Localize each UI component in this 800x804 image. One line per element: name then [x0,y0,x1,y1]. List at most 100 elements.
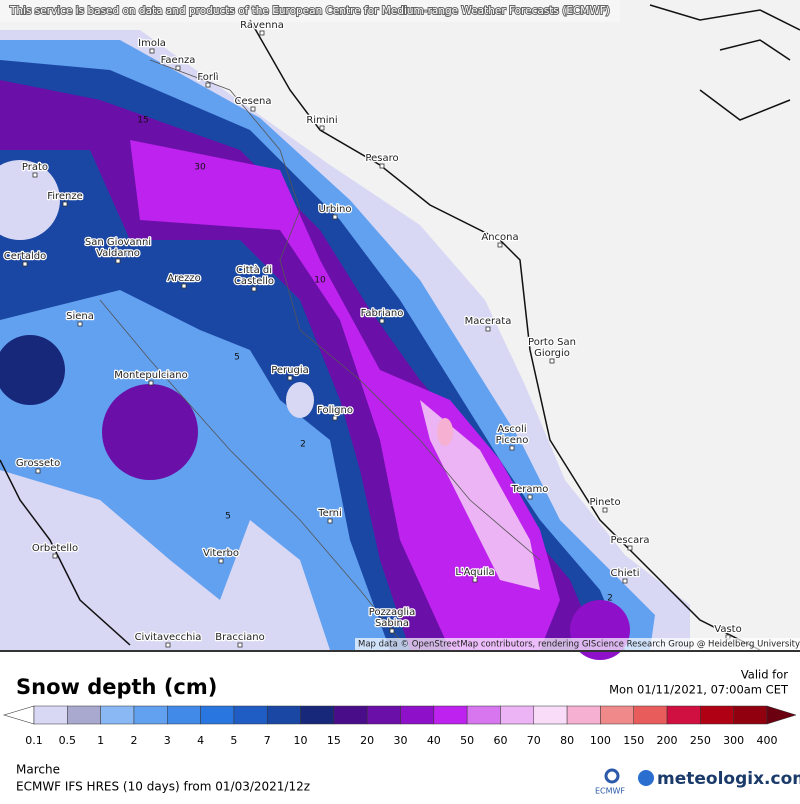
legend-swatch [366,705,401,725]
legend-swatch [300,705,335,725]
city-dot [389,628,395,634]
city-dot [622,578,628,584]
city-label: Foligno [317,405,353,416]
contour-labels: 30 15 10 5 2 5 2 [137,116,613,604]
city-label: Faenza [161,55,196,66]
legend-swatch [666,705,701,725]
city-label: Viterbo [203,548,239,559]
city-dot [32,172,38,178]
city-label: Terni [317,508,342,519]
legend-arrow [2,705,35,725]
contour-label: 2 [607,594,613,604]
city-label: Urbino [318,204,351,215]
legend-swatch [33,705,68,725]
city-dot [218,558,224,564]
city-label: Piceno [496,435,529,446]
city-label: Macerata [465,316,512,327]
city-dot [549,358,555,364]
city-dot [379,318,385,324]
city-dot [115,258,121,264]
city-label: Forlì [197,71,218,83]
legend-label: 80 [560,734,574,747]
city-label: Valdarno [96,248,140,259]
city-dot [485,326,491,332]
city-label: Teramo [511,484,549,495]
legend-swatch [433,705,468,725]
city-dot [237,642,243,648]
legend-label: 60 [493,734,507,747]
legend-swatch [266,705,301,725]
borders [99,59,541,641]
banner: This service is based on data and produc… [9,5,610,17]
legend-swatch [533,705,568,725]
city-label: San Giovanni [85,237,151,248]
city-label: Firenze [47,191,83,202]
city-dot [319,125,325,131]
city-dot [148,380,154,386]
brand: meteologix.com [657,769,800,789]
city-label: Giorgio [534,348,570,359]
city-label: Civitavecchia [135,632,202,643]
city-label: Grosseto [16,458,60,469]
city-label: Imola [138,38,166,49]
legend-swatch [67,705,101,725]
city-label: Chieti [611,568,640,579]
legend-label: 100 [590,734,611,747]
city-dot [250,106,256,112]
ecmwf-logo: ECMWF [595,787,625,796]
legend-swatch [200,705,235,725]
legend-label: 0.1 [25,734,43,747]
city-label: Rimini [306,115,337,126]
city-dot [77,321,83,327]
banner-bg [0,0,620,22]
snow-layers [0,30,690,660]
legend-label: 7 [264,734,271,747]
city-dot [259,30,265,36]
city-dot [22,261,28,267]
city-dot [527,494,533,500]
city-label: L'Aquila [455,567,494,578]
legend-label: 300 [723,734,744,747]
city-dot [287,375,293,381]
legend-label: 50 [460,734,474,747]
legend-label: 150 [623,734,644,747]
city-label: Cesena [235,96,272,107]
legend-swatch [100,705,135,725]
city-label: Città di [236,264,272,276]
legend-label: 5 [230,734,237,747]
city-label: Sabina [375,618,409,629]
legend-swatch [500,705,535,725]
legend-label: 10 [294,734,308,747]
legend-swatch [167,705,201,725]
city-label: Orbetello [32,543,78,554]
legend-label: 400 [757,734,778,747]
city-dot [472,577,478,583]
city-label: Castello [234,276,274,287]
legend-label: 40 [427,734,441,747]
city-label: Pozzaglia [369,607,415,618]
city-label: Ancona [481,232,518,243]
legend: 0.1 0.5 1 2 3 4 5 7 10 15 20 30 40 50 60 70 80 100 150 200 2… [2,705,797,747]
city-dot [165,642,171,648]
legend-arrow [766,705,797,725]
legend-swatch [333,705,368,725]
contour-label: 15 [137,116,148,126]
city-label: Porto San [528,337,576,348]
contour-label: 30 [194,163,206,173]
city-dot [497,242,503,248]
city-label: Pesaro [365,153,398,164]
city-dot [181,283,187,289]
city-label: Montepulciano [114,370,187,381]
city-dot [149,48,155,54]
legend-label: 4 [197,734,204,747]
city-dot [379,163,385,169]
legend-label: 200 [657,734,678,747]
city-dot [509,445,515,451]
city-dot [332,415,338,421]
legend-label: 3 [164,734,171,747]
legend-label: 70 [527,734,541,747]
legend-label: 15 [327,734,341,747]
city-label: Ascoli [497,424,526,435]
legend-swatch [600,705,634,725]
legend-swatch [733,705,768,725]
